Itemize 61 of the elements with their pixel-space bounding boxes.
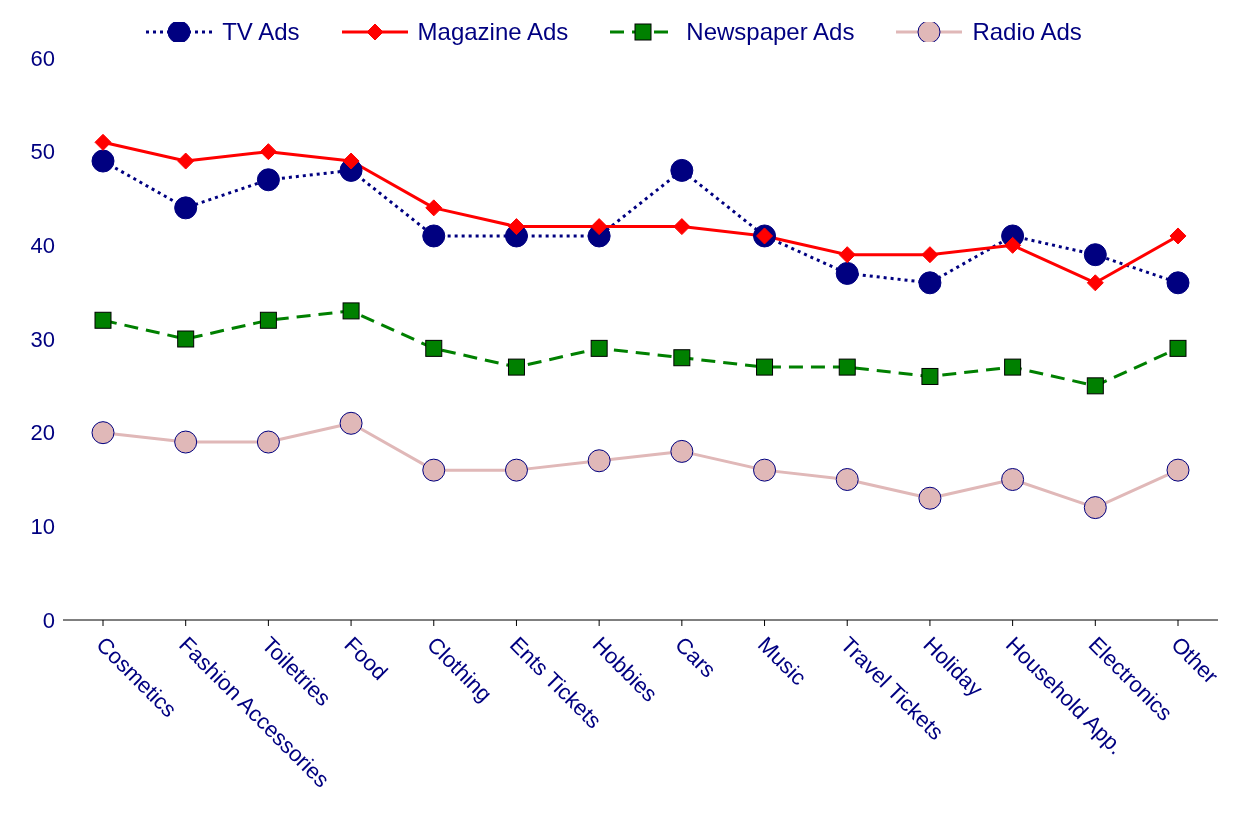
point — [256, 430, 280, 454]
point — [1169, 227, 1187, 245]
point — [342, 302, 360, 320]
point — [259, 143, 277, 161]
point — [590, 218, 608, 236]
point — [590, 339, 608, 357]
point — [507, 218, 525, 236]
y-tick-label: 60 — [30, 45, 55, 71]
point — [1083, 496, 1107, 520]
point — [918, 271, 942, 295]
legend-label: Magazine Ads — [416, 18, 569, 46]
point — [1166, 458, 1190, 482]
legend-label: Radio Ads — [971, 18, 1082, 46]
point — [177, 330, 195, 348]
point — [174, 196, 198, 220]
point — [425, 339, 443, 357]
point — [94, 133, 112, 151]
point — [91, 149, 115, 173]
point — [1004, 358, 1022, 376]
point — [670, 158, 694, 182]
point — [670, 439, 694, 463]
point — [673, 349, 691, 367]
point — [91, 421, 115, 445]
point — [918, 486, 942, 510]
point — [504, 458, 528, 482]
point — [425, 199, 443, 217]
point — [756, 358, 774, 376]
y-tick-label: 10 — [30, 514, 55, 540]
y-tick-label: 30 — [30, 326, 55, 352]
point — [1001, 468, 1025, 491]
point — [422, 458, 446, 482]
point — [174, 430, 198, 454]
point — [422, 224, 446, 248]
point — [921, 246, 939, 264]
y-tick-label: 0 — [42, 607, 55, 633]
point — [339, 411, 363, 435]
point — [507, 358, 525, 376]
point — [1169, 339, 1187, 357]
point — [1004, 236, 1022, 254]
point — [838, 358, 856, 376]
point — [177, 152, 195, 170]
point — [1086, 377, 1104, 395]
y-tick-label: 40 — [30, 233, 55, 259]
y-tick-label: 50 — [30, 139, 55, 165]
legend-label: TV Ads — [221, 18, 300, 46]
point — [835, 261, 859, 285]
legend-label: Newspaper Ads — [685, 18, 855, 46]
point — [921, 367, 939, 385]
point — [259, 311, 277, 329]
point — [342, 152, 360, 170]
point — [256, 168, 280, 192]
y-tick-label: 20 — [30, 420, 55, 446]
point — [1086, 274, 1104, 292]
point — [1166, 271, 1190, 295]
point — [753, 458, 777, 482]
point — [835, 468, 859, 491]
point — [1083, 243, 1107, 267]
point — [94, 311, 112, 329]
point — [838, 246, 856, 264]
point — [587, 449, 611, 473]
point — [673, 218, 691, 236]
